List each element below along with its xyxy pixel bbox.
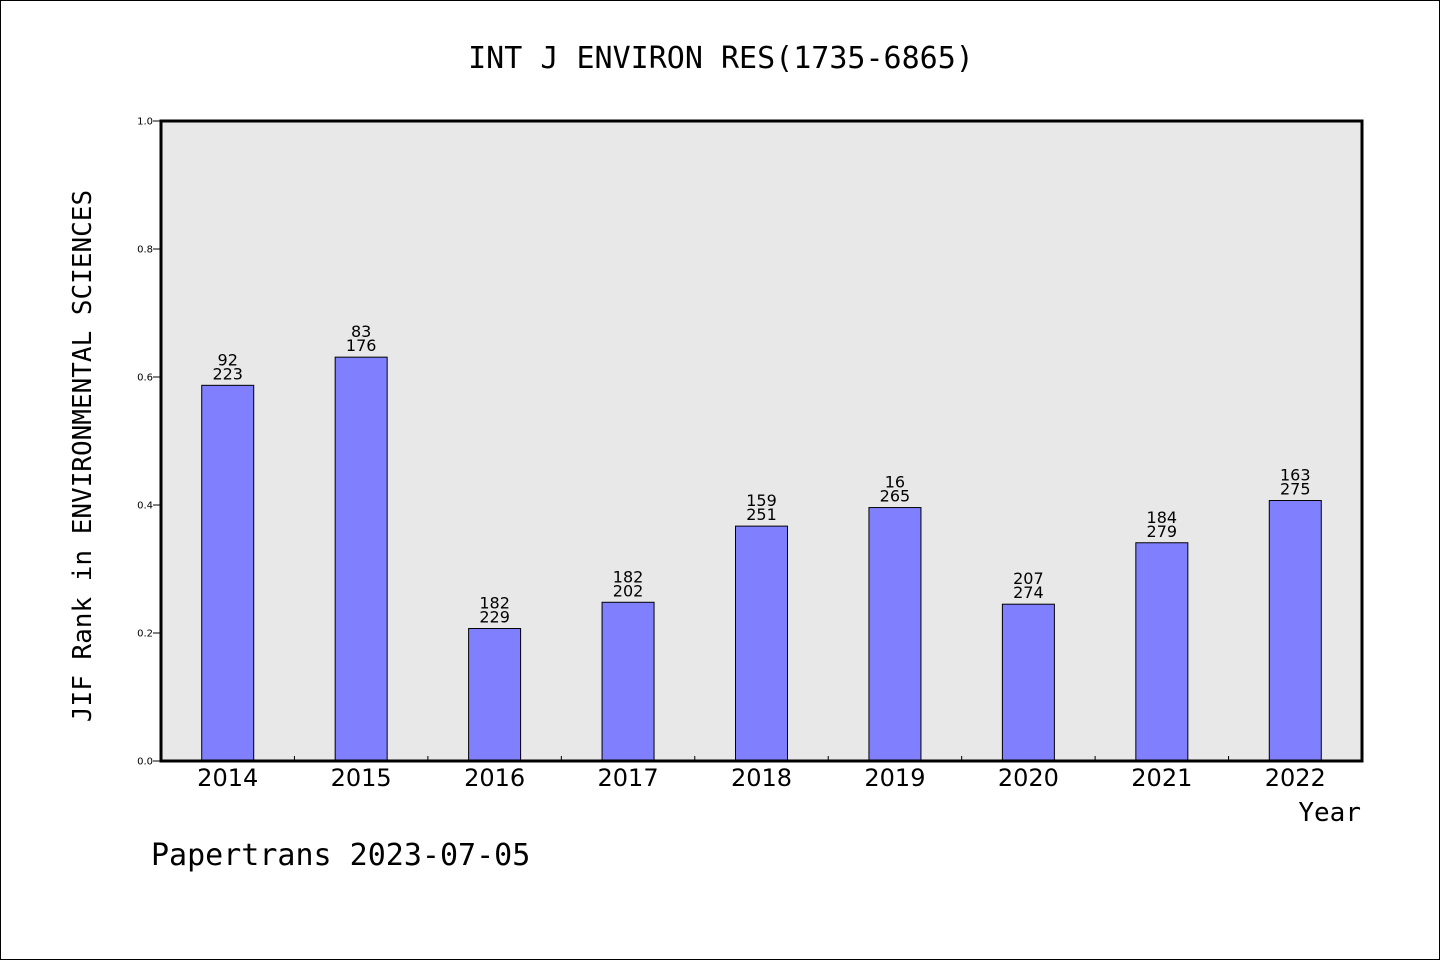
x-tick-label: 2016 (464, 764, 525, 792)
footer-watermark: Papertrans 2023-07-05 (151, 838, 530, 873)
y-tick-label: 1.0 (137, 117, 153, 128)
bar-rank-label: 207 (1013, 569, 1044, 588)
x-tick-label: 2014 (197, 764, 258, 792)
bar-rank-label: 159 (746, 491, 777, 510)
plot-frame (159, 119, 1364, 763)
bar-2016 (468, 628, 522, 762)
bar-2017 (601, 601, 655, 762)
bar-2020 (1001, 603, 1055, 762)
x-axis: 2014 2015 2016 2017 2018 2019 2020 2021 2022 (197, 756, 1326, 792)
x-tick-label: 2018 (731, 764, 792, 792)
x-tick-label: 2015 (331, 764, 392, 792)
bar-rank-label: 184 (1147, 508, 1178, 527)
bar-total-label: 229 (479, 608, 510, 627)
y-tick-label: 0.0 (137, 757, 153, 768)
x-tick-label: 2022 (1265, 764, 1326, 792)
bar-2022 (1268, 500, 1322, 762)
bars-layer (201, 356, 1322, 762)
bar-labels-layer: 9222383176182229182202159251162652072741… (212, 322, 1310, 626)
y-tick-label: 0.4 (137, 501, 153, 512)
y-axis: 0.0 0.2 0.4 0.6 0.8 1.0 (137, 117, 161, 768)
x-tick-label: 2020 (998, 764, 1059, 792)
y-tick-label: 0.2 (137, 629, 153, 640)
bar-total-label: 274 (1013, 583, 1044, 602)
x-tick-label: 2019 (864, 764, 925, 792)
bar-total-label: 176 (346, 336, 377, 355)
y-axis-title: JIF Rank in ENVIRONMENTAL SCIENCES (68, 190, 98, 722)
bar-rank-label: 16 (885, 473, 905, 492)
y-tick-label: 0.6 (137, 373, 153, 384)
bar-rank-label: 83 (351, 322, 371, 341)
bar-2021 (1135, 542, 1189, 762)
bar-rank-label: 92 (218, 350, 238, 369)
bar-total-label: 265 (880, 487, 911, 506)
bar-rank-label: 163 (1280, 466, 1311, 485)
bar-2014 (201, 384, 255, 762)
x-tick-label: 2021 (1131, 764, 1192, 792)
bar-2019 (868, 507, 922, 762)
bar-total-label: 279 (1147, 522, 1178, 541)
bar-total-label: 202 (613, 581, 644, 600)
bar-total-label: 223 (212, 364, 243, 383)
bar-rank-label: 182 (613, 567, 644, 586)
bar-total-label: 275 (1280, 480, 1311, 499)
chart-title: INT J ENVIRON RES(1735-6865) (468, 41, 974, 76)
bar-rank-label: 182 (479, 594, 510, 613)
bar-total-label: 251 (746, 505, 777, 524)
y-tick-label: 0.8 (137, 245, 153, 256)
bar-2015 (334, 356, 388, 762)
bar-2018 (735, 525, 788, 762)
x-tick-label: 2017 (598, 764, 659, 792)
x-axis-title: Year (1298, 798, 1361, 828)
